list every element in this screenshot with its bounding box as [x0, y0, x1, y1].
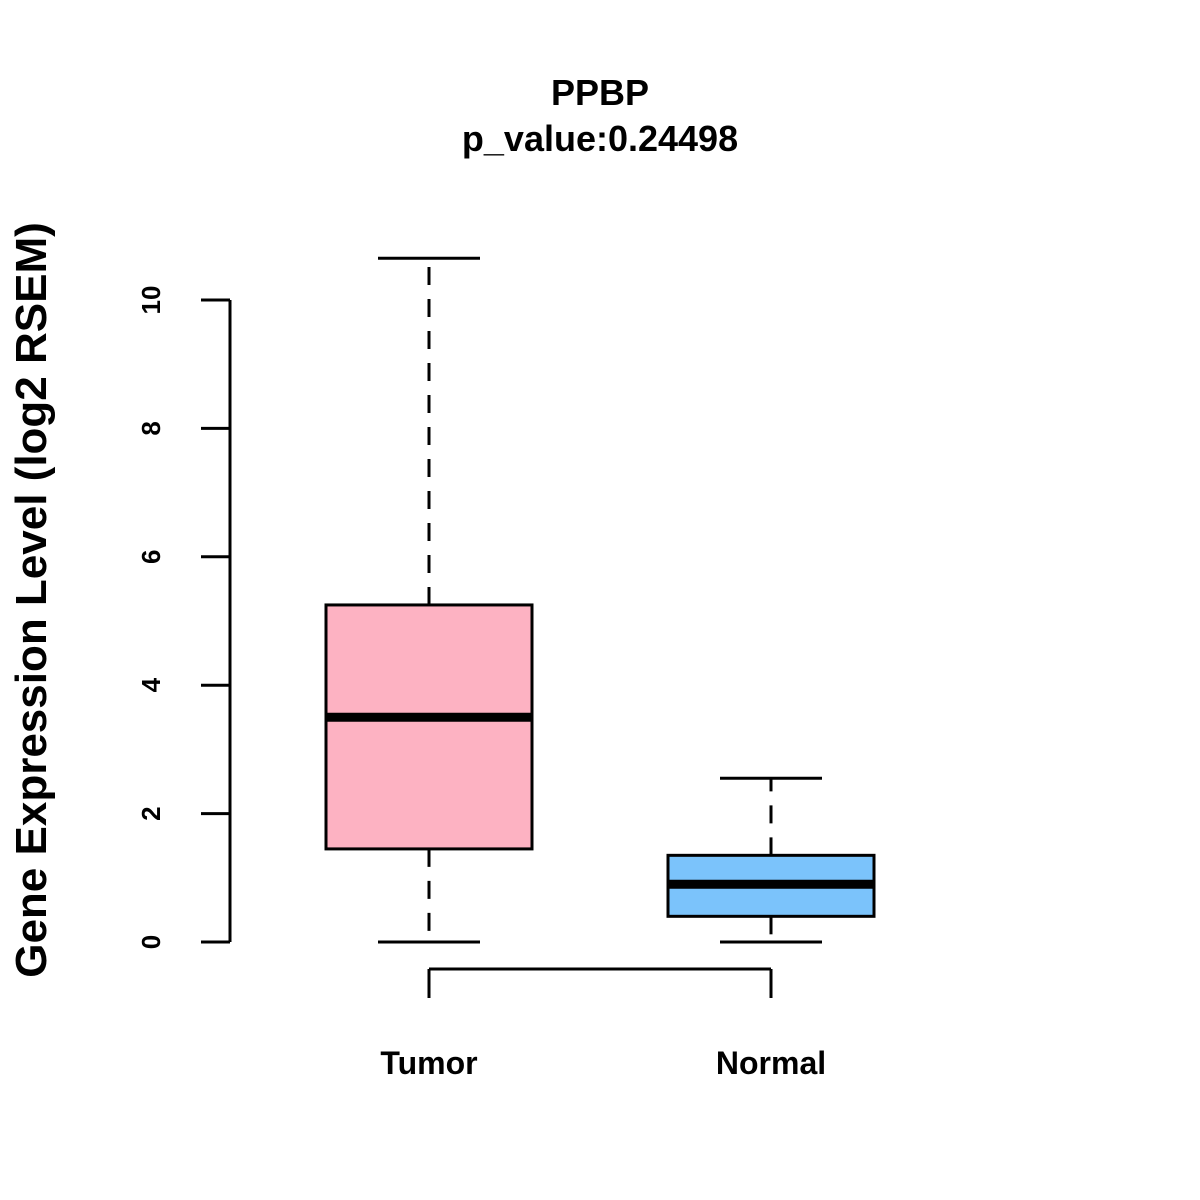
x-category-label-tumor: Tumor [380, 1045, 477, 1081]
chart-title: PPBP [551, 72, 649, 113]
y-axis: 0 2 4 6 8 10 [136, 286, 232, 949]
box-normal [666, 776, 876, 944]
y-tick-label: 10 [136, 286, 166, 315]
y-tick-label: 0 [136, 935, 166, 949]
y-tick-label: 2 [136, 806, 166, 820]
box-series [324, 256, 876, 944]
comparison-bracket [427, 967, 773, 998]
box-tumor [324, 256, 534, 944]
chart-subtitle: p_value:0.24498 [462, 118, 738, 159]
interquartile-box [324, 603, 534, 851]
y-tick-label: 6 [136, 550, 166, 564]
y-tick-label: 4 [136, 677, 166, 692]
x-category-label-normal: Normal [716, 1045, 826, 1081]
y-axis-label: Gene Expression Level (log2 RSEM) [7, 222, 56, 978]
y-tick-label: 8 [136, 421, 166, 435]
x-axis-category-labels: Tumor Normal [380, 1045, 826, 1081]
